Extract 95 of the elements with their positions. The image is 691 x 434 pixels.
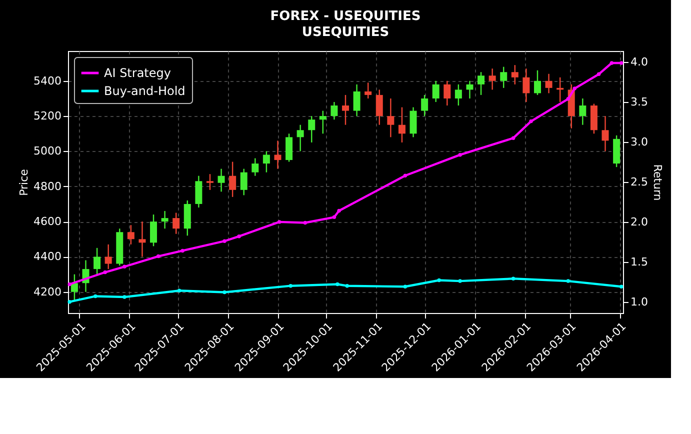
point [345,284,349,288]
candlestick [195,175,202,208]
point [596,72,601,76]
point [288,284,293,288]
candlestick [398,106,406,144]
candlestick [252,158,259,176]
point [94,294,98,298]
candlestick [342,94,349,126]
candlestick [274,140,282,170]
candlestick [104,244,112,270]
y-tick-label: 4600 [34,215,62,228]
candlestick [488,68,496,90]
candlestick [353,84,360,117]
point [337,208,341,213]
candlestick [262,150,270,173]
candlestick [364,82,372,100]
candlestick [218,168,225,192]
candlestick [150,214,158,247]
candlestick [127,224,134,246]
candlestick [296,124,304,152]
chart-subtitle: USEQUITIES [302,25,390,40]
point [122,295,126,299]
point [237,234,241,238]
point [222,239,226,243]
y2-axis-title: Return [650,164,664,201]
point [122,264,126,269]
y-axis-title: Price [18,168,31,196]
candlestick [308,115,316,144]
candlestick [466,80,474,100]
y-tick-label: 4200 [34,285,62,298]
candlestick [330,101,338,120]
candlestick [432,80,440,103]
y2-tick-label: 3.5 [630,96,648,109]
candlestick [161,210,168,230]
point [156,254,160,258]
candlestick [229,161,236,198]
candlestick [579,98,586,126]
candlestick [206,173,214,191]
candlestick [240,168,248,196]
point [458,279,462,283]
legend-label: Buy-and-Hold [104,84,186,98]
y-tick-label: 5400 [34,74,62,88]
legend-label: AI Strategy [104,66,171,80]
point [511,136,516,140]
point [332,215,336,220]
point [177,288,182,292]
candlestick [421,94,428,117]
candlestick [286,133,293,162]
point [610,61,614,65]
candlestick [319,110,326,134]
candlestick [94,247,101,275]
point [437,278,441,282]
point [403,284,408,289]
candlestick [545,73,552,94]
point [222,290,226,294]
point [566,97,570,101]
y-tick-label: 4800 [34,180,62,193]
point [403,174,408,178]
point [529,119,533,124]
candlestick [376,89,383,126]
y2-tick-label: 2.0 [630,215,648,228]
y2-tick-label: 2.5 [630,176,648,188]
y2-tick-label: 4.0 [630,56,648,69]
candlestick [534,70,541,96]
candlestick [387,98,394,138]
candlestick [454,84,462,106]
candlestick [522,68,530,103]
point [572,86,576,90]
candlestick [172,212,180,234]
candlestick [138,220,146,258]
point [303,220,308,225]
chart-title: FOREX - USEQUITIES [270,9,421,24]
point [277,220,282,224]
point [620,61,624,65]
y-tick-label: 4400 [34,250,62,264]
point [103,270,107,274]
candlestick [511,64,518,86]
y2-tick-label: 3.0 [630,136,648,149]
point [180,248,184,253]
y-tick-label: 5200 [34,110,62,123]
point [68,282,72,286]
candlestick [500,66,508,89]
candlestick [478,72,485,96]
candlestick [444,80,451,106]
point [68,300,72,304]
point [336,282,340,286]
y2-tick-label: 1.0 [630,295,648,308]
y-tick-label: 5000 [34,144,62,158]
point [620,284,624,289]
point [566,279,570,283]
point [511,276,516,281]
point [458,152,462,157]
y2-tick-label: 1.5 [630,255,648,268]
candlestick [410,106,417,138]
candlestick [602,115,609,152]
